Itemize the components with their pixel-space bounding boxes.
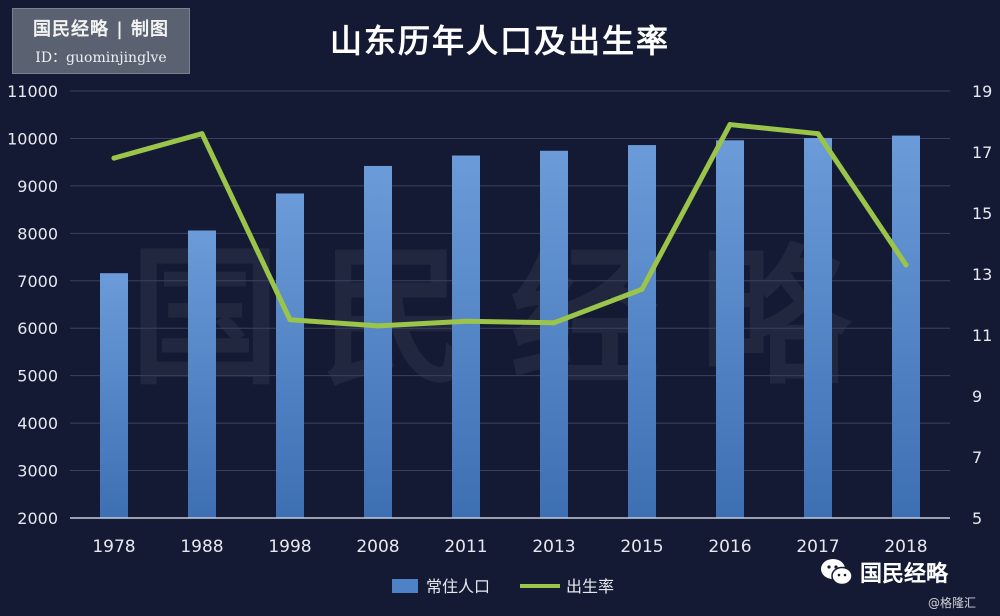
y-right-tick-label: 5 (972, 509, 982, 528)
line-point (551, 320, 557, 326)
watermark: 国民经略 (130, 232, 890, 406)
y-left-tick-label: 6000 (17, 319, 58, 338)
line-point (815, 131, 821, 137)
y-left-tick-label: 3000 (17, 462, 58, 481)
bar-series (100, 135, 920, 519)
line-point (903, 262, 909, 268)
axes: 2000 3000 4000 5000 6000 7000 8000 9000 10000 110… (7, 82, 992, 557)
line-point (639, 286, 645, 292)
legend-label-birth-rate: 出生率 (566, 577, 614, 596)
bar (804, 137, 832, 518)
watermark-text: 国民经略 (130, 232, 890, 406)
y-right-tick-label: 11 (972, 326, 992, 345)
line-series (111, 122, 909, 329)
x-tick-label: 2013 (532, 537, 575, 557)
y-left-tick-label: 9000 (17, 177, 58, 196)
bar (452, 155, 480, 518)
wechat-account-name: 国民经略 (860, 562, 949, 587)
bar (276, 193, 304, 519)
bar (628, 145, 656, 518)
line-point (287, 317, 293, 323)
x-tick-label: 2018 (884, 537, 927, 557)
bar (540, 150, 568, 518)
wechat-icon (821, 559, 853, 586)
y-right-tick-label: 17 (972, 143, 992, 162)
line-point (463, 318, 469, 324)
bar (892, 135, 920, 518)
x-tick-label: 2017 (796, 537, 839, 557)
line-point (727, 122, 733, 128)
bar (364, 165, 392, 518)
legend-label-population: 常住人口 (426, 577, 490, 596)
y-right-tick-label: 15 (972, 204, 992, 223)
y-left-tick-label: 2000 (17, 509, 58, 528)
y-left-tick-label: 4000 (17, 414, 58, 433)
brand-title: 国民经略 | 制图 (32, 19, 170, 40)
line-point (111, 155, 117, 161)
x-tick-label: 1988 (180, 537, 223, 557)
y-right-tick-label: 19 (972, 82, 992, 101)
y-left-tick-label: 10000 (7, 129, 58, 148)
y-right-tick-label: 13 (972, 265, 992, 284)
bar (188, 230, 216, 518)
x-tick-label: 2016 (708, 537, 751, 557)
y-left-tick-label: 11000 (7, 82, 58, 101)
x-tick-label: 1978 (92, 537, 135, 557)
y-left-tick-label: 8000 (17, 224, 58, 243)
legend: 常住人口 出生率 (392, 577, 614, 596)
wechat-footer: 国民经略 (820, 556, 948, 588)
line-point (375, 323, 381, 329)
y-right-tick-label: 9 (972, 387, 982, 406)
gridlines (70, 90, 950, 519)
legend-swatch-population (392, 579, 418, 593)
y-left-tick-label: 5000 (17, 367, 58, 386)
y-left-tick-label: 7000 (17, 272, 58, 291)
x-tick-label: 1998 (268, 537, 311, 557)
birth-rate-line (111, 122, 909, 329)
y-right-tick-label: 7 (972, 448, 982, 467)
bar (716, 140, 744, 518)
line-point (199, 131, 205, 137)
bar (100, 273, 128, 518)
chart-title: 山东历年人口及出生率 (329, 22, 670, 60)
x-tick-label: 2008 (356, 537, 399, 557)
x-tick-label: 2011 (444, 537, 487, 557)
brand-id: ID：guominjinglve (35, 50, 167, 66)
x-tick-label: 2015 (620, 537, 663, 557)
credit-text: @格隆汇 (928, 596, 977, 610)
brand-box: 国民经略 | 制图 ID：guominjinglve (12, 8, 190, 74)
